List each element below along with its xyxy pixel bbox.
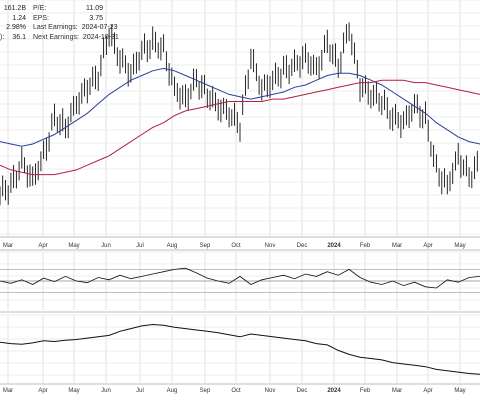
stat-row: 1.24 <box>0 14 26 24</box>
x-tick-label: Feb <box>360 243 371 249</box>
x-tick-label: 2024 <box>327 243 341 249</box>
stat-value: 2.98% <box>6 24 26 31</box>
stat-value: 11.09 <box>86 5 103 12</box>
stat-value: 2024-07-23 <box>81 24 118 31</box>
x-tick-label: Sep <box>200 388 211 394</box>
stat-label: EPS: <box>33 14 49 22</box>
x-tick-label: Dec <box>297 243 308 249</box>
stat-row: Last Earnings: 2024-07-23 <box>33 23 118 33</box>
x-tick-label: Jun <box>101 243 111 249</box>
x-tick-label: Apr <box>38 243 47 249</box>
stat-row: Next Earnings: 2024-10-31 <box>33 33 119 43</box>
x-tick-label: Sep <box>200 243 211 249</box>
x-tick-label: May <box>68 388 79 394</box>
x-tick-label: Feb <box>360 388 371 394</box>
stat-value: 36.1 <box>12 33 26 41</box>
x-tick-label: May <box>68 243 79 249</box>
stat-row: EPS: 3.75 <box>33 14 103 24</box>
stats-right: P/E: 11.09 EPS: 3.75 Last Earnings: 2024-07… <box>33 4 119 43</box>
stat-label: Next Earnings: <box>33 33 79 41</box>
x-tick-label: 2024 <box>327 388 341 394</box>
x-axis: Mar Apr May Jun Jul Aug Sep Oct Nov Dec 2024 Feb Mar… <box>0 236 480 394</box>
x-tick-label: Oct <box>231 388 241 394</box>
x-tick-label: Apr <box>38 388 47 394</box>
x-tick-label: Mar <box>3 388 13 394</box>
x-tick-label: May <box>454 388 465 394</box>
stat-label: Last Earnings: <box>33 24 78 31</box>
oscillator-line <box>0 267 480 289</box>
x-tick-label: Jun <box>101 388 111 394</box>
lower-grid <box>0 314 480 383</box>
lower-panel <box>0 323 480 375</box>
x-tick-label: Apr <box>423 388 432 394</box>
x-tick-label: Nov <box>265 243 276 249</box>
x-tick-label: Mar <box>392 388 402 394</box>
stat-value: 3.75 <box>89 14 103 22</box>
x-tick-label: Dec <box>297 388 308 394</box>
x-tick-label: Oct <box>231 243 241 249</box>
stat-row: 161.2B <box>0 4 26 14</box>
stat-label: P/E: <box>33 5 47 12</box>
stat-value: 2024-10-31 <box>82 33 119 41</box>
oscillator-panel <box>0 267 480 294</box>
moving-average-red <box>0 79 480 176</box>
stats-left: 161.2B 1.24 2.98% ): 36.1 <box>0 4 26 42</box>
x-tick-label: Mar <box>392 243 402 249</box>
stat-label-fragment: ): <box>0 33 5 41</box>
moving-average-blue <box>0 67 480 147</box>
stat-row: 2.98% <box>0 23 26 33</box>
stat-value: 1.24 <box>12 14 26 22</box>
x-tick-label: Nov <box>265 388 276 394</box>
x-tick-label: Aug <box>167 243 178 249</box>
x-tick-label: May <box>454 243 465 249</box>
x-tick-label: Aug <box>167 388 178 394</box>
lower-line <box>0 323 480 375</box>
stat-value: 161.2B <box>3 5 26 12</box>
x-tick-label: Jul <box>136 243 144 249</box>
x-tick-label: Mar <box>3 243 13 249</box>
x-tick-label: Apr <box>423 243 432 249</box>
price-panel <box>0 22 480 206</box>
stat-row: P/E: 11.09 <box>33 4 103 14</box>
stat-row: ): 36.1 <box>0 33 26 43</box>
x-tick-label: Jul <box>136 388 144 394</box>
